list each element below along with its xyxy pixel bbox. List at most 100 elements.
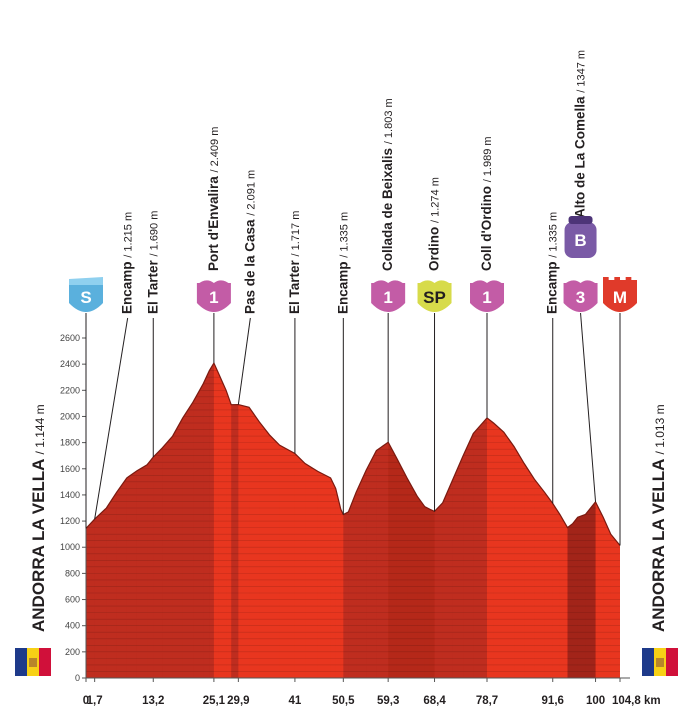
waypoint-name: Coll d'Ordino [479, 182, 494, 271]
start-badge: S [69, 277, 103, 312]
waypoint-altitude: / 1.690 m [148, 211, 160, 257]
waypoint-altitude: / 1.803 m [383, 98, 395, 144]
start-badge-shape [69, 283, 103, 312]
waypoint-name: Encamp [120, 258, 135, 314]
x-tick-label: 41 [289, 695, 302, 707]
finish-flag-red [666, 648, 678, 676]
x-tick-label: 1,7 [87, 695, 103, 707]
sprint-badge: SP [417, 280, 452, 312]
profile-segment [294, 363, 306, 678]
profile-segment [203, 363, 210, 678]
profile-segment [209, 363, 215, 678]
waypoint-name: Encamp [335, 258, 350, 314]
finish-flag-check [603, 277, 609, 280]
profile-segment [544, 363, 554, 678]
climb-band [388, 363, 435, 678]
profile-segment [434, 363, 444, 678]
y-tick-label: 1000 [60, 542, 80, 552]
finish-flag-check [614, 277, 620, 280]
profile-segment [269, 363, 281, 678]
profile-segment [279, 363, 296, 678]
start-flag-crest [29, 658, 37, 667]
profile-segment [116, 363, 128, 678]
waypoint-label: El Tarter / 1.717 m [287, 211, 302, 314]
finish-town-label: ANDORRA LA VELLA / 1.013 m [649, 404, 668, 632]
y-tick-label: 1600 [60, 464, 80, 474]
profile-segment [442, 363, 454, 678]
sprint-badge-shape [417, 283, 452, 312]
profile-segment [487, 363, 495, 678]
profile-segment [182, 363, 194, 678]
start-town-label: ANDORRA LA VELLA / 1.144 m [29, 404, 48, 632]
side-layer: ANDORRA LA VELLA / 1.144 m ANDORRA LA VEL… [15, 404, 678, 676]
y-tick-label: 1400 [60, 490, 80, 500]
kom-badge-shape [470, 283, 505, 312]
y-tick-label: 400 [65, 621, 80, 631]
profile-segment [356, 363, 367, 678]
waypoint-label: Coll d'Ordino / 1.989 m [479, 136, 494, 271]
bonus-top [568, 216, 593, 224]
profile-segment [524, 363, 535, 678]
kom-badge: 3 [563, 280, 598, 312]
bonus-shape [564, 222, 597, 258]
waypoint-name: Pas de la Casa [242, 216, 257, 314]
profile-segment [106, 363, 118, 678]
climb-band [567, 363, 596, 678]
bonus-badge: B [564, 216, 597, 258]
waypoint-label: Encamp / 1.215 m [120, 212, 135, 314]
waypoint-line [94, 317, 129, 520]
waypoint-name: Port d'Envalira [206, 173, 221, 272]
y-tick-label: 1800 [60, 438, 80, 448]
waypoint-name: Ordino [427, 223, 442, 271]
y-tick-label: 2200 [60, 385, 80, 395]
bonus-label: B [574, 231, 586, 250]
profile-segment [226, 363, 232, 678]
profile-segment [335, 363, 342, 678]
sprint-badge-cap [417, 280, 452, 285]
profile-segment [348, 363, 357, 678]
profile-segment [94, 363, 107, 678]
x-tick-label: 50,5 [332, 695, 355, 707]
finish-flag-blue [642, 648, 654, 676]
y-tick-label: 2400 [60, 359, 80, 369]
profile-segment [610, 363, 620, 678]
x-tick-label: 29,9 [227, 695, 249, 707]
y-tick-label: 0 [75, 673, 80, 683]
finish-flag-cap [603, 280, 637, 283]
profile-segment [213, 363, 220, 678]
waypoint-name: El Tarter [145, 256, 160, 314]
finish-badge-label: M [613, 288, 627, 307]
profile-segment [162, 363, 174, 678]
x-tick-label: 68,4 [423, 695, 446, 707]
waypoint-label: Alto de La Comella / 1347 m [573, 50, 588, 218]
profile-segment [305, 363, 319, 678]
profile-segment [595, 363, 604, 678]
x-tick-label: 100 [586, 695, 605, 707]
x-tick-label: 104,8 km [612, 695, 661, 707]
kom-badge-shape [563, 283, 598, 312]
profile-segment [343, 363, 350, 678]
waypoint-label: Collada de Beixalis / 1.803 m [380, 98, 395, 271]
finish-flag [642, 648, 678, 676]
profile-segment [376, 363, 389, 678]
finish-flag-check [625, 277, 632, 280]
kom-badge-cap [371, 280, 406, 285]
waypoint-layer: Encamp / 1.215 m El Tarter / 1.690 m Port … [85, 50, 621, 546]
y-tick-label: 1200 [60, 516, 80, 526]
waypoint-label: El Tarter / 1.690 m [145, 211, 160, 314]
badge-layer: 1 1 SP 1 3 B M S [69, 216, 637, 312]
waypoint-name: Collada de Beixalis [380, 144, 395, 271]
kom-badge-cap [470, 280, 505, 285]
profile-segment [503, 363, 515, 678]
profile-segment [514, 363, 525, 678]
finish-badge-shape [603, 283, 637, 312]
kom-badge-shape [196, 283, 231, 312]
waypoint-altitude: / 2.409 m [209, 127, 221, 173]
profile-segment [463, 363, 474, 678]
profile-segment [259, 363, 271, 678]
finish-town-label-name: ANDORRA LA VELLA [649, 454, 668, 632]
x-tick-label: 25,1 [203, 695, 226, 707]
finish-badge: M [603, 277, 637, 312]
axis-layer: 0200400600800100012001400160018002000220… [60, 333, 661, 707]
profile-segment [136, 363, 148, 678]
